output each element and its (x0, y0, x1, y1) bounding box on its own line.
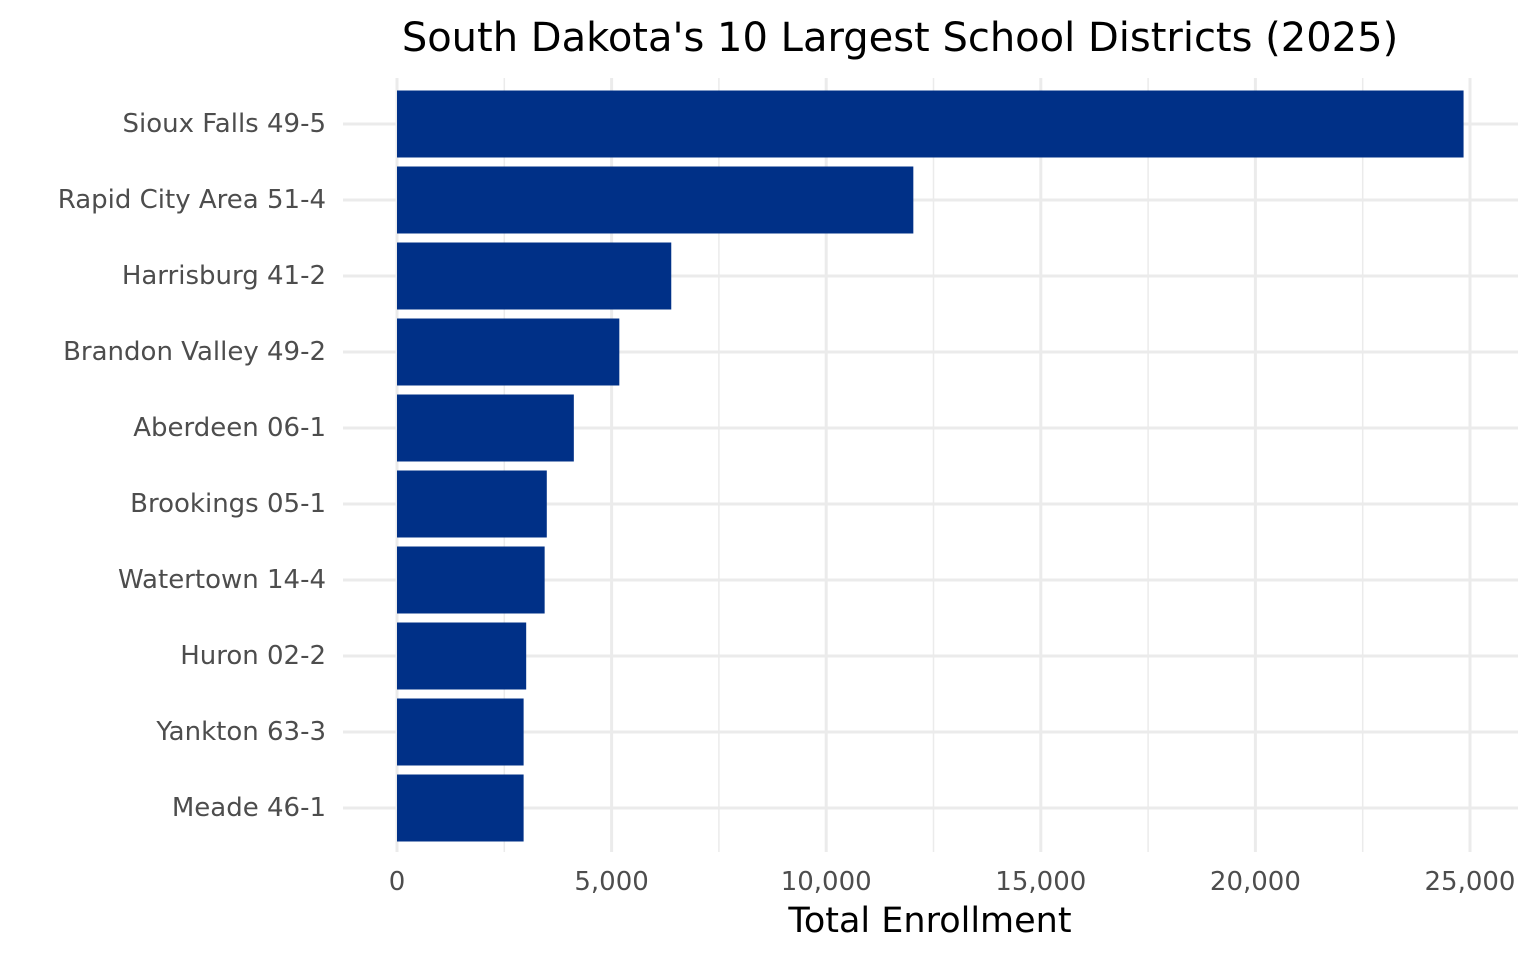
y-tick-label: Meade 46-1 (172, 793, 326, 823)
x-axis-tick-labels: 0 5,000 10,000 15,000 20,000 25,000 (389, 867, 1516, 897)
y-tick-label: Harrisburg 41-2 (122, 261, 326, 291)
x-tick-label: 25,000 (1425, 867, 1516, 897)
y-tick-label: Rapid City Area 51-4 (58, 185, 326, 215)
y-tick-label: Sioux Falls 49-5 (122, 109, 326, 139)
bar (397, 698, 524, 766)
bar (397, 546, 545, 614)
x-tick-label: 5,000 (574, 867, 648, 897)
x-tick-label: 15,000 (995, 867, 1086, 897)
x-axis-label: Total Enrollment (787, 901, 1071, 941)
x-tick-label: 0 (389, 867, 406, 897)
bar (397, 90, 1464, 158)
y-tick-label: Aberdeen 06-1 (133, 413, 326, 443)
bar (397, 394, 574, 462)
bar (397, 166, 914, 234)
y-tick-label: Brookings 05-1 (130, 489, 326, 519)
bar (397, 622, 527, 690)
bars (397, 90, 1464, 842)
bar (397, 318, 620, 386)
bar (397, 774, 524, 842)
y-tick-label: Brandon Valley 49-2 (63, 337, 326, 367)
y-axis-tick-labels: Sioux Falls 49-5 Rapid City Area 51-4 Harr… (58, 109, 326, 823)
x-tick-label: 10,000 (781, 867, 872, 897)
y-tick-label: Watertown 14-4 (118, 565, 326, 595)
y-tick-label: Huron 02-2 (180, 641, 326, 671)
bar (397, 242, 672, 310)
bar (397, 470, 547, 538)
y-tick-label: Yankton 63-3 (155, 717, 326, 747)
chart-title: South Dakota's 10 Largest School Distric… (402, 15, 1398, 61)
x-tick-label: 20,000 (1210, 867, 1301, 897)
